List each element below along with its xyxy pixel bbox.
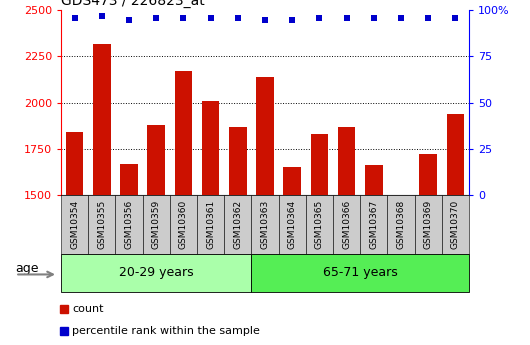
Point — [125, 17, 133, 22]
Bar — [251, 195, 279, 254]
Bar — [360, 195, 387, 254]
Bar — [170, 195, 197, 254]
Point — [179, 15, 188, 20]
Text: 20-29 years: 20-29 years — [119, 266, 193, 279]
Bar — [197, 195, 224, 254]
Text: GSM10366: GSM10366 — [342, 200, 351, 249]
Bar — [279, 195, 306, 254]
Text: GSM10365: GSM10365 — [315, 200, 324, 249]
Bar — [61, 254, 251, 292]
Text: GSM10369: GSM10369 — [424, 200, 432, 249]
Bar — [442, 195, 469, 254]
Point — [234, 15, 242, 20]
Text: 65-71 years: 65-71 years — [323, 266, 398, 279]
Bar — [88, 195, 116, 254]
Bar — [93, 43, 111, 195]
Bar — [284, 167, 301, 195]
Point — [152, 15, 161, 20]
Bar — [414, 195, 442, 254]
Text: GSM10361: GSM10361 — [206, 200, 215, 249]
Text: GDS473 / 226823_at: GDS473 / 226823_at — [61, 0, 205, 8]
Bar — [387, 195, 414, 254]
Bar — [333, 195, 360, 254]
Text: GSM10362: GSM10362 — [233, 200, 242, 249]
Point — [451, 15, 460, 20]
Text: percentile rank within the sample: percentile rank within the sample — [73, 326, 260, 336]
Bar — [419, 154, 437, 195]
Point — [369, 15, 378, 20]
Point — [424, 15, 432, 20]
Text: GSM10363: GSM10363 — [261, 200, 269, 249]
Bar — [66, 132, 83, 195]
Bar — [224, 195, 251, 254]
Bar — [338, 127, 356, 195]
Point — [261, 17, 269, 22]
Bar — [202, 101, 219, 195]
Bar — [306, 195, 333, 254]
Bar — [251, 254, 469, 292]
Point — [70, 15, 79, 20]
Bar — [143, 195, 170, 254]
Point — [288, 17, 296, 22]
Text: GSM10354: GSM10354 — [70, 200, 79, 249]
Point — [98, 13, 106, 19]
Text: age: age — [15, 262, 39, 275]
Point — [206, 15, 215, 20]
Text: GSM10368: GSM10368 — [396, 200, 405, 249]
Text: GSM10360: GSM10360 — [179, 200, 188, 249]
Text: GSM10355: GSM10355 — [98, 200, 106, 249]
Bar — [365, 165, 383, 195]
Bar — [311, 134, 328, 195]
Bar — [229, 127, 246, 195]
Bar — [61, 195, 88, 254]
Bar — [256, 77, 274, 195]
Text: GSM10364: GSM10364 — [288, 200, 297, 249]
Text: GSM10359: GSM10359 — [152, 200, 161, 249]
Text: GSM10356: GSM10356 — [125, 200, 134, 249]
Text: GSM10367: GSM10367 — [369, 200, 378, 249]
Point — [397, 15, 405, 20]
Bar — [147, 125, 165, 195]
Text: GSM10370: GSM10370 — [451, 200, 460, 249]
Point — [315, 15, 324, 20]
Bar — [120, 164, 138, 195]
Bar — [447, 114, 464, 195]
Bar — [174, 71, 192, 195]
Bar — [116, 195, 143, 254]
Point — [342, 15, 351, 20]
Text: count: count — [73, 304, 104, 314]
